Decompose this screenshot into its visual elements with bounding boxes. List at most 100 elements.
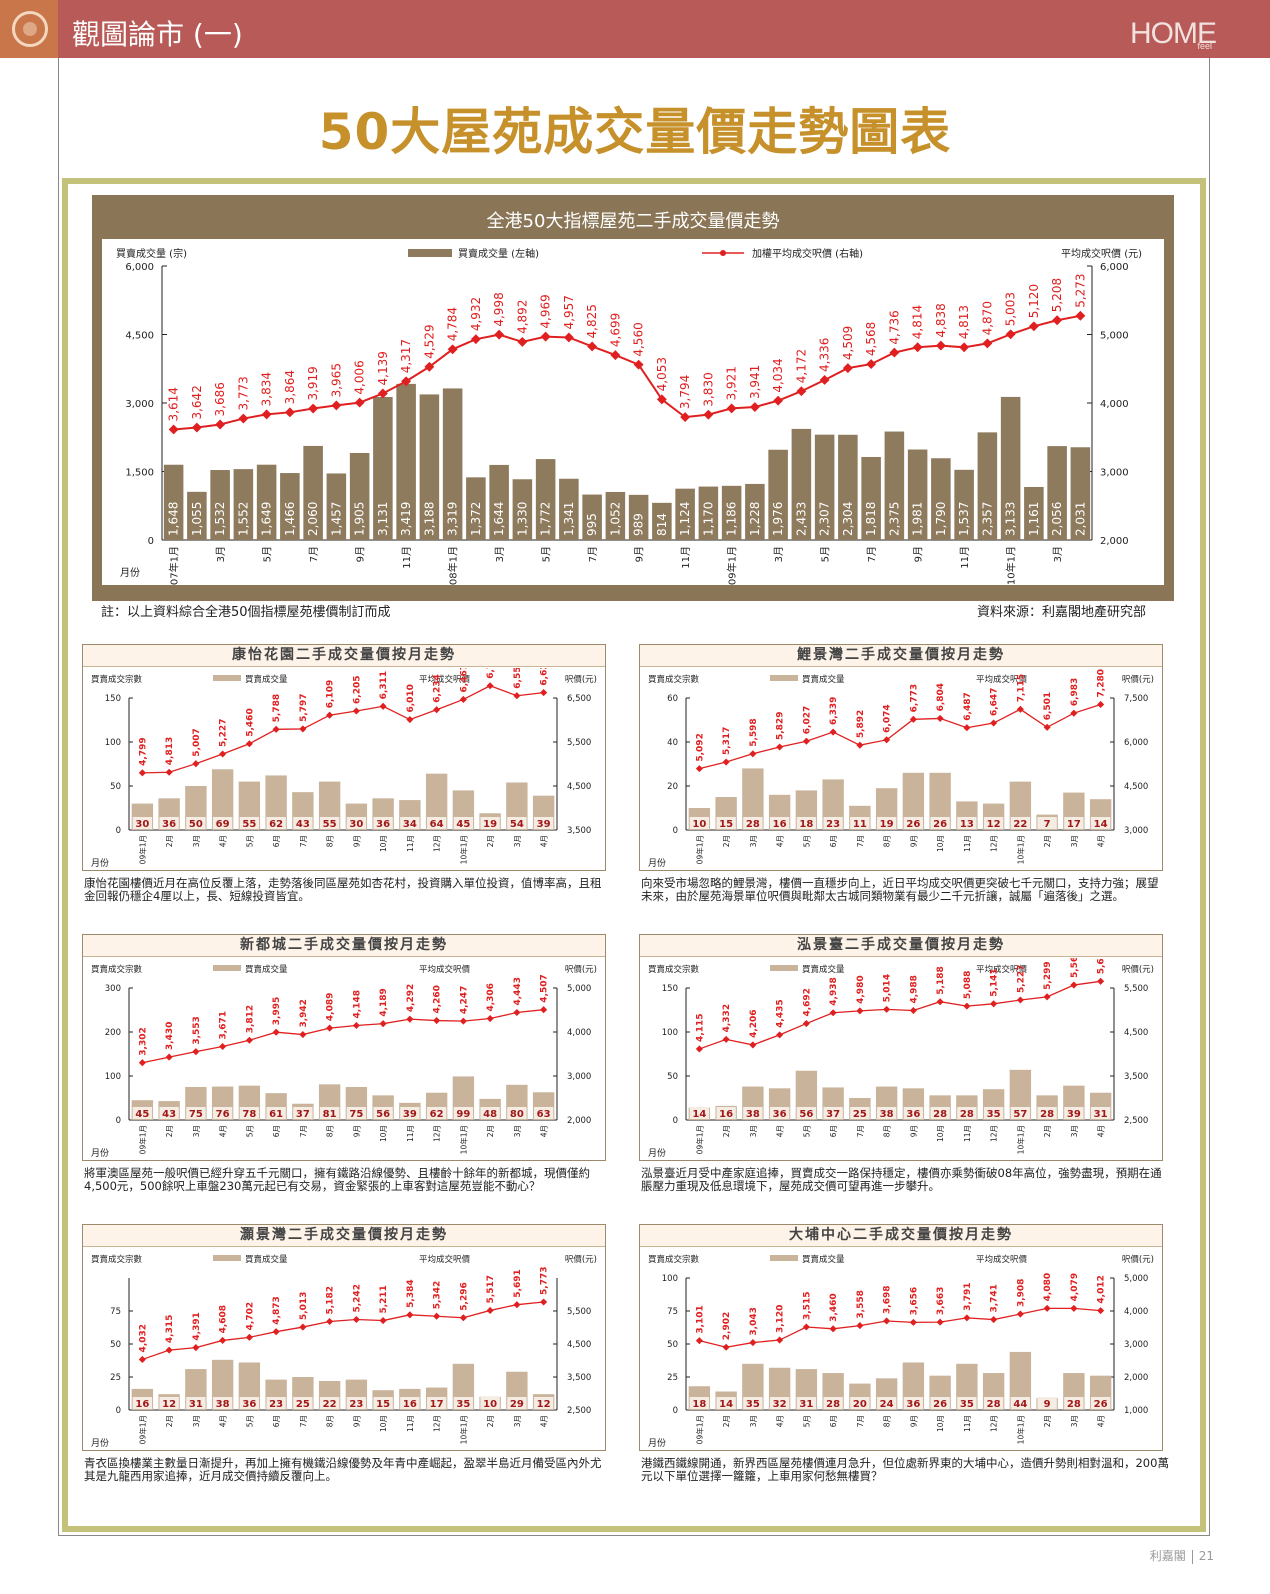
price-point	[486, 682, 494, 690]
bar-data-label: 12	[537, 1399, 551, 1410]
price-data-label: 6,027	[802, 706, 812, 734]
price-data-label: 6,109	[326, 680, 336, 708]
bar-data-label: 37	[826, 1109, 840, 1120]
bar-data-label: 28	[826, 1399, 840, 1410]
price-point	[695, 765, 703, 773]
bar	[163, 464, 184, 540]
left-axis-label: 買賣成交量 (宗)	[116, 247, 187, 260]
price-data-label: 5,014	[883, 974, 893, 1002]
price-data-label: 6,647	[990, 688, 1000, 716]
price-data-label: 5,691	[513, 1269, 523, 1297]
price-point	[680, 412, 691, 423]
page-frame	[58, 58, 1210, 1536]
bar-label-bg	[159, 817, 179, 829]
main-chart-source: 資料來源：利嘉閣地產研究部	[976, 605, 1146, 620]
x-tick-label: 6月	[272, 835, 281, 847]
price-data-label: 3,741	[990, 1284, 1000, 1312]
chart-svg: 買賣成交宗數 買賣成交量 平均成交呎價 呎價(元) 60 40 20 0 7,500 6,000 4…	[648, 669, 1154, 869]
x-tick-label: 12月	[990, 835, 999, 852]
chart-svg: 買賣成交宗數 買賣成交量 平均成交呎價 呎價(元) 150 100 50 0 5,500 4,50…	[648, 958, 1154, 1159]
bar-data-label: 3,188	[422, 502, 436, 536]
price-data-label: 3,671	[219, 1011, 229, 1039]
price-point	[1070, 1304, 1078, 1312]
bar	[884, 431, 905, 540]
bar-data-label: 78	[242, 1109, 256, 1120]
price-data-label: 5,788	[272, 694, 282, 722]
bar-data-label: 50	[189, 819, 203, 830]
x-tick-label: 11月	[406, 1415, 415, 1432]
x-tick-label: 3月	[513, 1415, 522, 1427]
price-data-label: 6,501	[1043, 692, 1053, 720]
bar-label-bg	[930, 1397, 950, 1409]
y-tick-label: 6,000	[125, 262, 154, 273]
price-point	[963, 1002, 971, 1010]
price-point	[1028, 321, 1039, 332]
bar-label-bg	[453, 1397, 474, 1409]
price-data-label: 4,825	[585, 304, 599, 338]
bar-data-label: 32	[773, 1399, 787, 1410]
price-data-label: 3,302	[138, 1027, 148, 1055]
bar-data-label: 36	[906, 1109, 920, 1120]
price-data-label: 5,273	[1073, 273, 1087, 307]
bar-data-label: 1,552	[236, 502, 250, 536]
price-data-label: 4,736	[887, 310, 901, 344]
price-point	[326, 711, 334, 719]
bar-data-label: 1,052	[608, 502, 622, 536]
bar-data-label: 56	[799, 1109, 813, 1120]
price-point	[829, 1009, 837, 1017]
bar-data-label: 2,031	[1073, 502, 1087, 536]
bar-data-label: 14	[1094, 819, 1108, 830]
x-tick-label: 4月	[1097, 1125, 1106, 1137]
x-tick-label: 5月	[802, 835, 811, 847]
bar-data-label: 44	[1013, 1399, 1027, 1410]
left-axis-label: 買賣成交宗數	[648, 964, 700, 975]
x-tick-label: 7月	[856, 835, 865, 847]
bar-data-label: 43	[296, 819, 310, 830]
y2-tick-label: 6,500	[567, 694, 591, 704]
price-point	[192, 1048, 200, 1056]
x-tick-label: 10月	[379, 835, 388, 852]
price-data-label: 4,435	[776, 999, 786, 1027]
bar-label-bg	[1010, 817, 1031, 829]
bar-data-label: 1,055	[190, 502, 204, 536]
bar-label-bg	[743, 1397, 763, 1409]
bar	[265, 775, 287, 830]
price-data-label: 6,778	[486, 668, 496, 679]
bar-label-bg	[373, 1397, 393, 1409]
y2-tick-label: 5,000	[567, 984, 591, 994]
bar	[1000, 396, 1021, 540]
y2-tick-label: 5,500	[567, 738, 591, 748]
left-axis-label: 買賣成交宗數	[648, 674, 700, 685]
left-axis-label: 買賣成交宗數	[91, 1254, 143, 1265]
x-tick-label: 10年1月	[458, 1125, 468, 1154]
price-data-label: 3,794	[678, 375, 692, 409]
price-data-label: 2,902	[722, 1312, 732, 1340]
x-tick-label: 5月	[245, 1125, 254, 1137]
bar-label-bg	[373, 817, 393, 829]
bar-label-bg	[823, 1107, 843, 1119]
main-chart-svg: 買賣成交量 (宗) 平均成交呎價 (元) 買賣成交量 (左軸) 加權平均成交呎價 (右…	[116, 247, 1142, 585]
bar-label-bg	[689, 1397, 710, 1409]
price-point	[909, 1318, 917, 1326]
price-data-label: 4,560	[632, 322, 646, 356]
bar-data-label: 10	[483, 1399, 497, 1410]
bar	[652, 502, 672, 540]
bar-data-label: 55	[323, 819, 337, 830]
chart-panel-lei-king-wan: 鯉景灣二手成交量價按月走勢 買賣成交宗數 買賣成交量 平均成交呎價 呎價(元) 60 40…	[639, 644, 1163, 871]
y2-tick-label: 4,000	[567, 1028, 591, 1038]
price-data-label: 4,814	[911, 305, 925, 339]
bar-data-label: 56	[376, 1109, 390, 1120]
price-point	[587, 341, 598, 352]
bar-label-bg	[453, 1107, 474, 1119]
bar-label-bg	[743, 817, 763, 829]
price-data-label: 5,013	[299, 1292, 309, 1320]
bar-label-bg	[796, 1107, 817, 1119]
bar-label-bg	[212, 817, 233, 829]
price-data-label: 3,043	[749, 1307, 759, 1335]
price-data-label: 4,317	[399, 339, 413, 373]
price-point	[331, 400, 342, 411]
price-point	[1043, 993, 1051, 1001]
x-tick-label: 08年1月	[447, 546, 460, 585]
chart-title: 大埔中心二手成交量價按月走勢	[640, 1225, 1162, 1247]
bar-data-label: 3,133	[1004, 502, 1018, 536]
